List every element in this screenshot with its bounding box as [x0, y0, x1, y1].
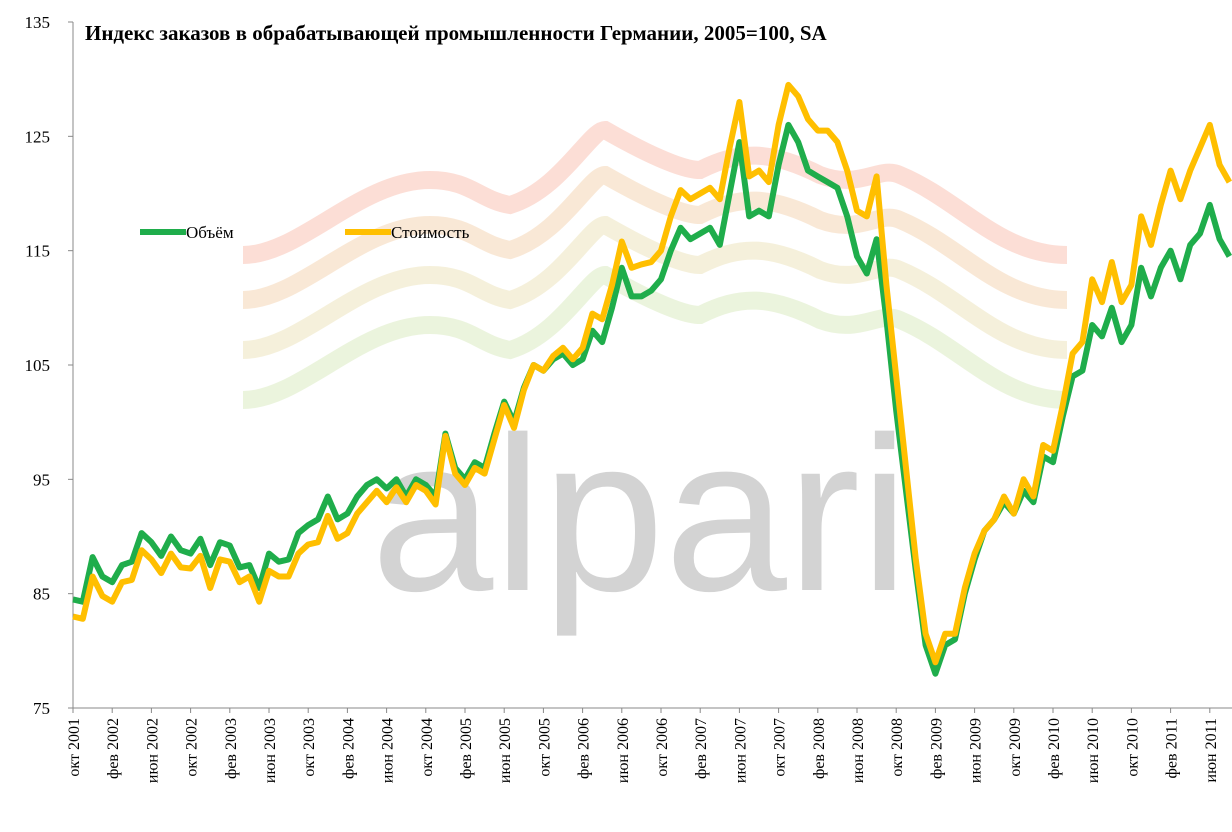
x-tick-label: фев 2006 — [576, 718, 593, 779]
x-tick-label: фев 2011 — [1164, 718, 1181, 778]
x-tick-label: окт 2004 — [419, 718, 436, 777]
x-tick-label: окт 2001 — [66, 718, 83, 777]
x-tick-label: июн 2002 — [144, 718, 161, 783]
x-tick-label: июн 2005 — [497, 718, 514, 783]
series-line — [72, 81, 1232, 666]
x-tick-label: окт 2003 — [301, 718, 318, 777]
x-tick-label: фев 2007 — [693, 718, 710, 779]
legend-label: Объём — [186, 223, 234, 242]
y-tick-label: 75 — [33, 699, 50, 718]
legend-label: Стоимость — [391, 223, 470, 242]
watermark: alpari — [371, 391, 909, 637]
x-tick-label: фев 2003 — [223, 718, 240, 779]
x-tick-label: окт 2009 — [1007, 718, 1024, 777]
x-tick-label: окт 2008 — [889, 718, 906, 777]
y-tick-label: 105 — [25, 356, 51, 375]
x-tick-label: июн 2004 — [380, 718, 397, 783]
y-tick-label: 135 — [25, 13, 51, 32]
x-tick-label: фев 2009 — [928, 718, 945, 779]
x-tick-label: июн 2006 — [615, 718, 632, 783]
x-tick-label: июн 2010 — [1085, 718, 1102, 783]
x-tick-label: окт 2006 — [654, 718, 671, 777]
x-tick-label: окт 2007 — [772, 718, 789, 777]
x-tick-label: окт 2010 — [1124, 718, 1141, 777]
x-tick-label: июн 2003 — [262, 718, 279, 783]
y-tick-label: 85 — [33, 585, 50, 604]
y-tick-label: 115 — [25, 242, 50, 261]
x-tick-label: июн 2009 — [968, 718, 985, 783]
decorative-bands — [242, 120, 1068, 409]
x-tick-label: окт 2005 — [536, 718, 553, 777]
plot — [72, 81, 1232, 677]
y-tick-label: 95 — [33, 470, 50, 489]
y-tick-label: 125 — [25, 127, 51, 146]
x-tick-label: фев 2004 — [340, 718, 357, 779]
x-tick-label: июн 2007 — [732, 718, 749, 783]
x-tick-label: июн 2008 — [850, 718, 867, 783]
x-tick-label: фев 2008 — [811, 718, 828, 779]
x-tick-label: фев 2010 — [1046, 718, 1063, 779]
chart-title: Индекс заказов в обрабатывающей промышле… — [85, 21, 827, 45]
x-tick-label: фев 2005 — [458, 718, 475, 779]
x-tick-label: июн 2011 — [1203, 718, 1220, 782]
x-tick-label: окт 2002 — [184, 718, 201, 777]
x-tick-label: фев 2002 — [105, 718, 122, 779]
